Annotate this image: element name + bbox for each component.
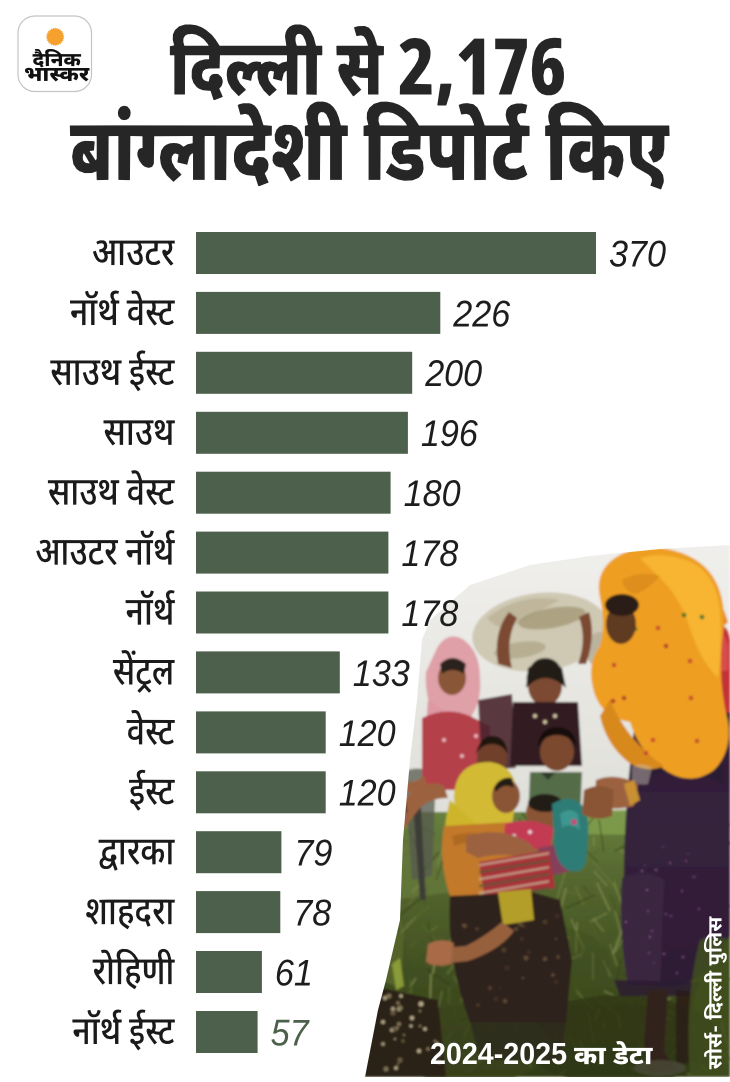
svg-text:133: 133 [353, 652, 410, 694]
svg-text:178: 178 [401, 532, 458, 574]
svg-text:226: 226 [452, 292, 510, 334]
svg-text:196: 196 [421, 412, 478, 454]
svg-text:200: 200 [424, 352, 482, 394]
svg-text:120: 120 [339, 712, 396, 754]
svg-text:180: 180 [404, 472, 461, 514]
svg-text:61: 61 [275, 951, 313, 993]
svg-text:2024-2025: 2024-2025 [430, 1036, 567, 1071]
svg-text:178: 178 [401, 592, 458, 634]
svg-text:79: 79 [294, 832, 332, 874]
svg-text:120: 120 [339, 772, 396, 814]
svg-text:370: 370 [609, 232, 666, 274]
svg-text:57: 57 [271, 1011, 311, 1053]
svg-text:78: 78 [293, 892, 331, 934]
